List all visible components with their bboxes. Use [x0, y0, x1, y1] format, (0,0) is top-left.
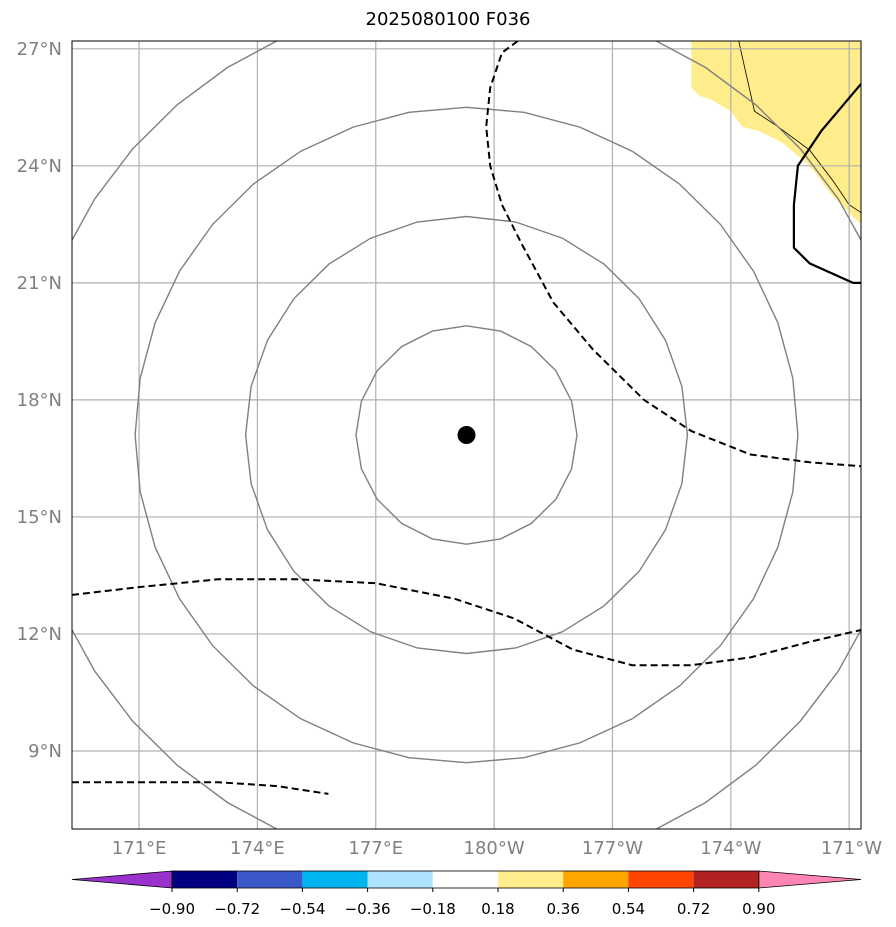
- pressure-contours: [72, 41, 861, 829]
- lon-tick-label: 171°E: [112, 838, 167, 859]
- cyclone-center: [457, 426, 476, 444]
- pressure-ring: [134, 106, 799, 764]
- colorbar-segment: [302, 871, 368, 888]
- lat-tick-label: 12°N: [17, 624, 62, 645]
- colorbar-segment: [237, 871, 303, 888]
- lat-tick-label: 21°N: [17, 273, 62, 294]
- lat-tick-label: 9°N: [28, 741, 62, 762]
- bold-contour: [792, 83, 861, 284]
- colorbar-segment: [172, 871, 238, 888]
- lat-tick-label: 15°N: [17, 507, 62, 528]
- colorbar-segment: [693, 871, 759, 888]
- colorbar-segment: [498, 871, 564, 888]
- longitude-labels: 171°E 174°E 177°E 180°W 177°W 174°W 171°W: [112, 838, 883, 859]
- map-area: [72, 41, 861, 829]
- dashed-contour: [72, 578, 861, 667]
- colorbar-label: 0.72: [677, 900, 710, 918]
- dashed-contour: [485, 41, 861, 468]
- colorbar-outline: [171, 870, 760, 889]
- dashed-contour: [72, 781, 329, 795]
- map-frame: [71, 40, 862, 830]
- lat-tick-label: 27°N: [17, 39, 62, 60]
- lon-tick-label: 180°W: [464, 838, 525, 859]
- colorbar-label: −0.36: [345, 900, 391, 918]
- colorbar-label: −0.72: [214, 900, 260, 918]
- lon-tick-label: 174°W: [700, 838, 761, 859]
- gridlines: [72, 41, 861, 829]
- lon-tick-label: 177°E: [348, 838, 403, 859]
- land-mass: [691, 41, 861, 225]
- map-title: 2025080100 F036: [365, 9, 531, 30]
- colorbar-extend-low: [71, 870, 173, 889]
- colorbar-segment: [628, 871, 694, 888]
- dashed-contours: [72, 41, 861, 795]
- lon-tick-label: 177°W: [582, 838, 643, 859]
- lon-tick-label: 174°E: [230, 838, 285, 859]
- colorbar-label: 0.54: [612, 900, 645, 918]
- colorbar-label: 0.18: [481, 900, 514, 918]
- colorbar-label: 0.90: [742, 900, 775, 918]
- colorbar-label: 0.36: [546, 900, 579, 918]
- colorbar-label: −0.18: [410, 900, 456, 918]
- pressure-ring: [355, 325, 578, 545]
- latitude-labels: 27°N 24°N 21°N 18°N 15°N 12°N 9°N: [17, 39, 62, 762]
- lat-tick-label: 24°N: [17, 156, 62, 177]
- colorbar-label: −0.90: [149, 900, 195, 918]
- lat-tick-label: 18°N: [17, 390, 62, 411]
- storm-center-marker: [457, 426, 476, 444]
- pressure-ring: [72, 41, 861, 829]
- colorbar: −0.90 −0.72 −0.54 −0.36 −0.18 0.18 0.36 0.54 0.7…: [71, 870, 862, 918]
- pressure-ring: [244, 215, 689, 655]
- lon-tick-label: 171°W: [821, 838, 882, 859]
- colorbar-segment: [367, 871, 433, 888]
- solid-contour: [792, 83, 861, 284]
- colorbar-label: −0.54: [279, 900, 325, 918]
- colorbar-segment: [563, 871, 629, 888]
- colorbar-segment: [432, 871, 498, 888]
- colorbar-extend-high: [758, 870, 862, 889]
